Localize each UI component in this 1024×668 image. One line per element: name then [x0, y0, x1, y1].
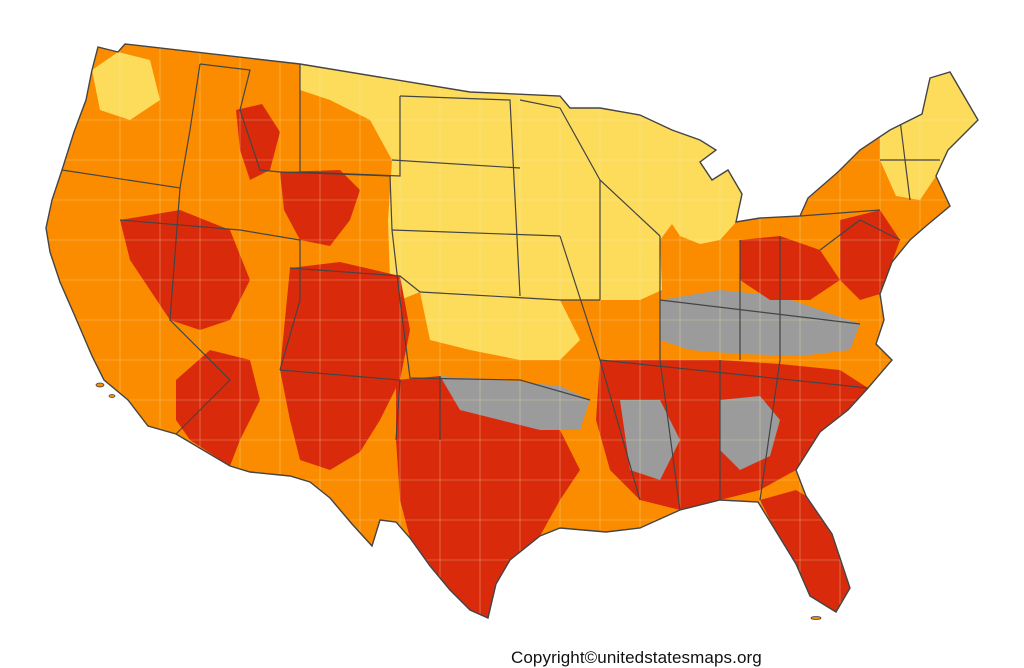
region-kansas [420, 290, 580, 360]
region-four-corners [280, 262, 410, 470]
region-northern-idaho [236, 104, 280, 180]
copyright-text: Copyright©unitedstatesmaps.org [511, 648, 762, 667]
region-northern-plains [300, 64, 716, 300]
region-texas [396, 376, 580, 618]
region-northeast [880, 72, 978, 200]
region-ohio-valley [740, 236, 840, 300]
state-borders [61, 63, 940, 511]
region-georgia-gray [720, 396, 780, 470]
region-upper-midwest [660, 150, 742, 244]
county-fill-layer [60, 52, 978, 618]
islands [95, 382, 822, 620]
region-pacific-nw [92, 52, 160, 120]
region-arizona-south [176, 350, 260, 466]
region-florida [760, 490, 850, 612]
